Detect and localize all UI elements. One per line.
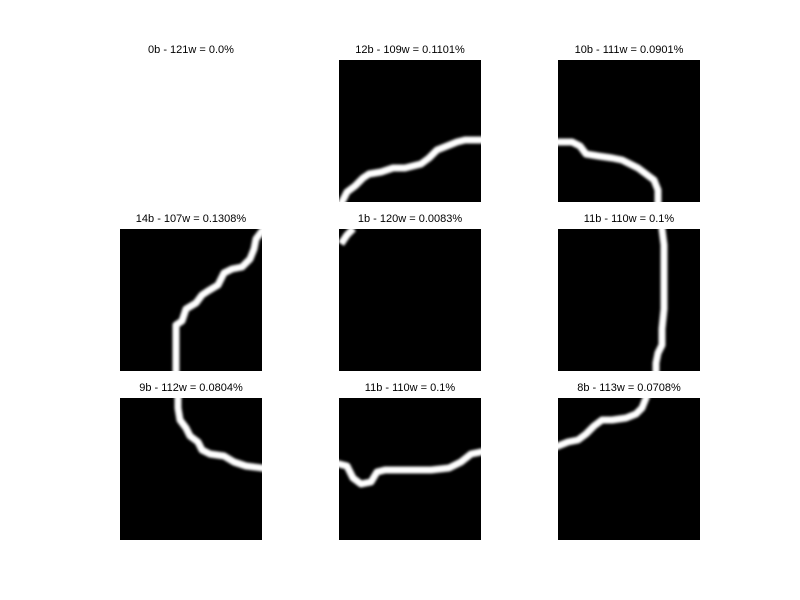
image-tile	[120, 398, 262, 540]
image-tile	[558, 229, 700, 371]
edge-segment	[172, 229, 262, 371]
image-tile	[339, 60, 481, 202]
image-tile-empty	[120, 60, 262, 202]
image-tile	[558, 398, 700, 540]
tile-title: 10b - 111w = 0.0901%	[574, 44, 684, 56]
image-tile	[120, 229, 262, 371]
image-tile	[339, 229, 481, 371]
tile-title: 14b - 107w = 0.1308%	[135, 213, 247, 225]
edge-segment	[339, 136, 481, 202]
tile-title: 1b - 120w = 0.0083%	[357, 213, 463, 225]
tile-title: 0b - 121w = 0.0%	[148, 44, 234, 56]
image-tile	[339, 398, 481, 540]
edge-segment	[558, 138, 662, 202]
edge-segment	[339, 229, 356, 246]
edge-segment	[174, 398, 262, 472]
tile-title: 11b - 110w = 0.1%	[583, 213, 675, 225]
tile-title: 9b - 112w = 0.0804%	[139, 382, 243, 394]
tile-title: 11b - 110w = 0.1%	[364, 382, 456, 394]
tile-title: 8b - 113w = 0.0708%	[577, 382, 681, 394]
edge-segment	[652, 229, 668, 371]
image-tile	[558, 60, 700, 202]
tile-title: 12b - 109w = 0.1101%	[355, 44, 465, 56]
edge-segment	[558, 398, 650, 450]
edge-segment	[339, 448, 481, 488]
